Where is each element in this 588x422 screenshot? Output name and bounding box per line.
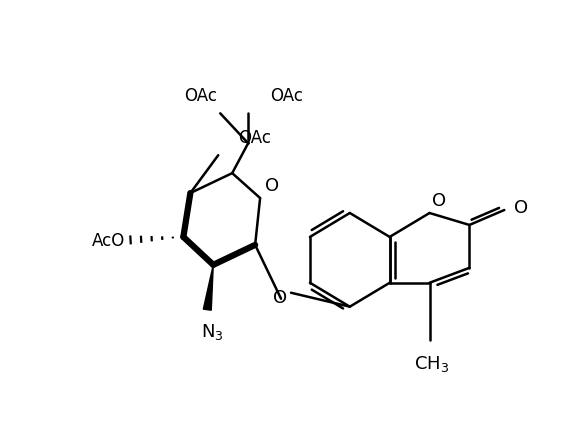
Text: OAc: OAc bbox=[184, 87, 217, 106]
Text: CH$_3$: CH$_3$ bbox=[414, 354, 449, 373]
Text: OAc: OAc bbox=[270, 87, 303, 106]
Text: O: O bbox=[265, 177, 279, 195]
Text: AcO: AcO bbox=[92, 232, 126, 250]
Text: N$_3$: N$_3$ bbox=[201, 322, 223, 342]
Text: O: O bbox=[432, 192, 446, 210]
Text: O: O bbox=[273, 289, 287, 307]
Text: OAc: OAc bbox=[238, 129, 271, 147]
Text: O: O bbox=[514, 199, 529, 217]
Polygon shape bbox=[203, 265, 213, 310]
